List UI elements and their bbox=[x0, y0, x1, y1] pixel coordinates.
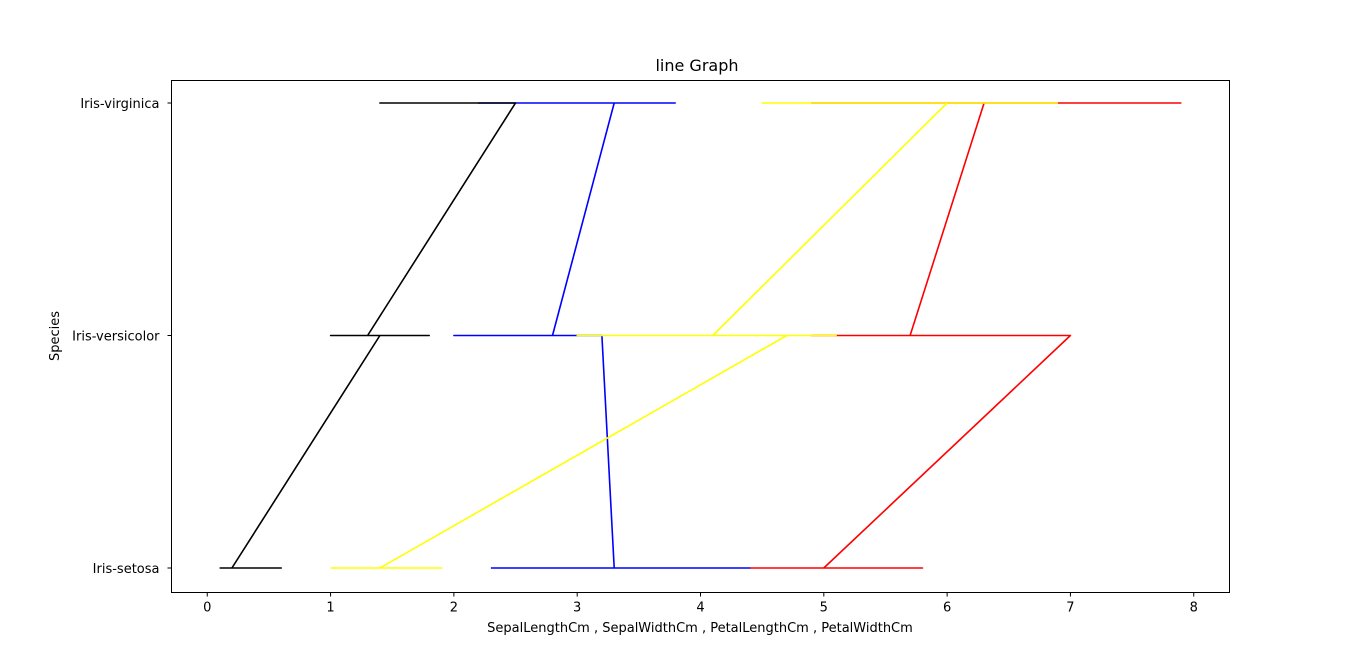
x-tick-label: 6 bbox=[943, 601, 951, 616]
x-tick-label: 3 bbox=[573, 601, 581, 616]
x-tick-label: 1 bbox=[326, 601, 334, 616]
series-line-3 bbox=[330, 102, 1059, 569]
x-tick-label: 5 bbox=[820, 601, 828, 616]
x-tick-label: 4 bbox=[696, 601, 704, 616]
x-tick-label: 0 bbox=[203, 601, 211, 616]
y-axis: Iris-setosa Iris-versicolor Iris-virginica bbox=[72, 97, 172, 577]
x-tick-label: 8 bbox=[1190, 601, 1198, 616]
x-axis: 0 1 2 3 4 5 6 7 8 bbox=[203, 592, 1198, 616]
chart-title: line Graph bbox=[655, 56, 738, 75]
y-tick-label: Iris-versicolor bbox=[72, 330, 160, 345]
series-line-4 bbox=[219, 102, 517, 569]
x-tick-label: 7 bbox=[1066, 601, 1074, 616]
series-line-2 bbox=[453, 102, 751, 569]
x-axis-label: SepalLengthCm , SepalWidthCm , PetalLeng… bbox=[487, 621, 913, 636]
x-tick-label: 2 bbox=[450, 601, 458, 616]
y-tick-label: Iris-setosa bbox=[93, 562, 160, 577]
series-layer bbox=[219, 102, 1182, 569]
y-axis-label: Species bbox=[48, 311, 63, 361]
y-tick-label: Iris-virginica bbox=[80, 97, 159, 112]
